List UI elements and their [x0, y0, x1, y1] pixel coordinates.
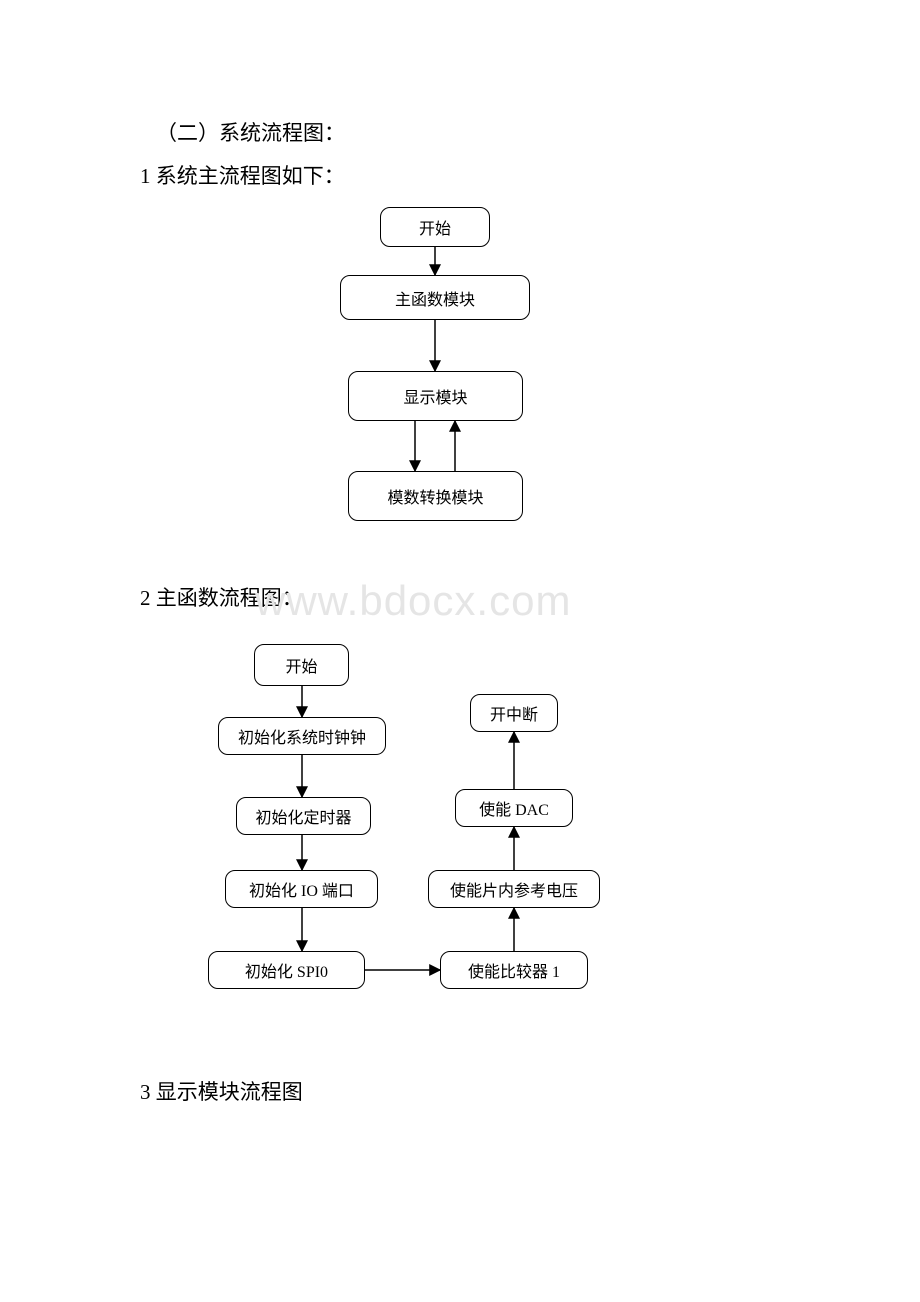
flowchart2-node-comparator: 使能比较器 1	[440, 951, 588, 989]
flowchart2-node-timer: 初始化定时器	[236, 797, 371, 835]
flowchart2-node-interrupt: 开中断	[470, 694, 558, 732]
watermark-text: www.bdocx.com	[255, 577, 571, 625]
flowchart1-node-start: 开始	[380, 207, 490, 247]
flowchart1-node-display: 显示模块	[348, 371, 523, 421]
flowchart-arrows	[0, 0, 920, 1302]
flowchart2-node-spi: 初始化 SPI0	[208, 951, 365, 989]
flowchart1-node-adc: 模数转换模块	[348, 471, 523, 521]
flowchart2-node-start: 开始	[254, 644, 349, 686]
section-heading-2: （二）系统流程图：	[156, 117, 345, 147]
subsection-heading-1: 1 系统主流程图如下：	[140, 160, 345, 190]
flowchart2-node-dac: 使能 DAC	[455, 789, 573, 827]
flowchart2-node-clock: 初始化系统时钟钟	[218, 717, 386, 755]
flowchart2-node-io: 初始化 IO 端口	[225, 870, 378, 908]
subsection-heading-3: 3 显示模块流程图	[140, 1076, 303, 1106]
flowchart1-node-main: 主函数模块	[340, 275, 530, 320]
flowchart2-node-vref: 使能片内参考电压	[428, 870, 600, 908]
